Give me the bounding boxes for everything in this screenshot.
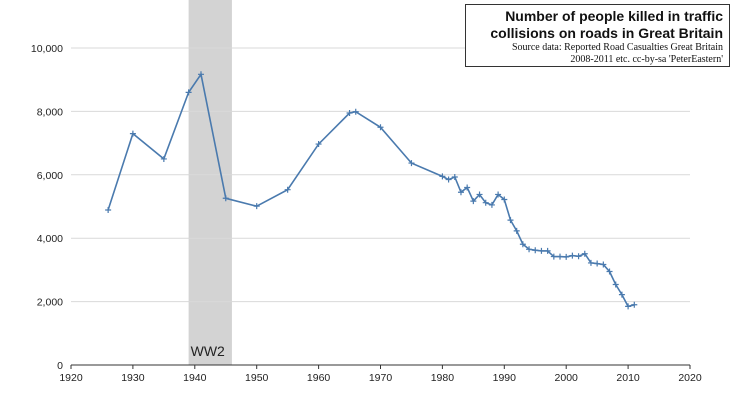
y-tick-label: 10,000 <box>31 43 63 55</box>
data-point <box>470 198 477 205</box>
data-point <box>495 191 502 198</box>
data-point <box>476 191 483 198</box>
data-point <box>284 186 291 193</box>
data-point <box>501 196 508 203</box>
data-point <box>445 176 452 183</box>
data-point <box>346 109 353 116</box>
x-tick-label: 1960 <box>307 372 331 384</box>
chart-title-line-1: Number of people killed in traffic <box>505 8 723 24</box>
data-point <box>526 246 533 253</box>
gridlines <box>71 47 690 303</box>
data-point <box>538 247 545 254</box>
x-tick-label: 1930 <box>121 372 145 384</box>
chart-title-box: Number of people killed in traffic colli… <box>465 4 730 67</box>
x-tick-label: 1970 <box>369 372 393 384</box>
y-tick-label: 0 <box>57 360 63 372</box>
data-point <box>557 253 564 260</box>
data-point <box>600 261 607 268</box>
data-point <box>618 291 625 298</box>
x-tick-label: 2020 <box>678 372 702 384</box>
data-point <box>439 173 446 180</box>
ww2-shaded-region <box>188 0 232 365</box>
x-tick-label: 2000 <box>555 372 579 384</box>
x-axis-ticks: 1920 1930 1940 1950 1960 1970 1980 1990 2000 2010… <box>59 365 702 384</box>
data-point <box>185 89 192 96</box>
y-tick-label: 2,000 <box>37 297 63 309</box>
data-point <box>569 252 576 259</box>
data-point <box>631 301 638 308</box>
data-point <box>532 247 539 254</box>
data-point <box>352 108 359 115</box>
y-tick-label: 4,000 <box>37 233 63 245</box>
data-point <box>563 253 570 260</box>
data-point <box>253 203 260 210</box>
data-point <box>105 206 112 213</box>
data-point <box>625 303 632 310</box>
data-point <box>129 130 136 137</box>
y-axis-ticks: 0 2,000 4,000 6,000 8,000 10,000 <box>31 43 63 372</box>
data-point <box>575 253 582 260</box>
x-tick-label: 1920 <box>59 372 83 384</box>
y-tick-label: 8,000 <box>37 106 63 118</box>
data-point <box>606 268 613 275</box>
x-tick-label: 1980 <box>431 372 455 384</box>
data-point <box>408 160 415 167</box>
data-point <box>581 250 588 257</box>
data-point-markers <box>105 71 638 310</box>
data-point <box>513 227 520 234</box>
data-point <box>612 281 619 288</box>
x-tick-label: 1950 <box>245 372 269 384</box>
chart-title-line-2: collisions on roads in Great Britain <box>490 25 723 41</box>
data-point <box>550 253 557 260</box>
data-point <box>594 260 601 267</box>
series-line <box>107 72 635 308</box>
data-point <box>377 124 384 131</box>
data-point <box>507 217 514 224</box>
data-point <box>544 247 551 254</box>
data-point <box>222 195 229 202</box>
data-point <box>315 141 322 148</box>
chart-subtitle-line-2: 2008-2011 etc. cc-by-sa 'PeterEastern' <box>570 54 723 65</box>
chart-subtitle-line-1: Source data: Reported Road Casualties Gr… <box>511 42 723 53</box>
data-point <box>451 174 458 181</box>
x-tick-label: 1940 <box>183 372 207 384</box>
data-point <box>482 199 489 206</box>
data-point <box>464 184 471 191</box>
data-point <box>160 155 167 162</box>
data-point <box>457 189 464 196</box>
data-point <box>197 71 204 78</box>
x-tick-label: 2010 <box>616 372 640 384</box>
data-point <box>519 241 526 248</box>
ww2-label: WW2 <box>191 343 225 359</box>
x-tick-label: 1990 <box>493 372 517 384</box>
y-tick-label: 6,000 <box>37 170 63 182</box>
data-point <box>587 259 594 266</box>
data-point <box>488 201 495 208</box>
